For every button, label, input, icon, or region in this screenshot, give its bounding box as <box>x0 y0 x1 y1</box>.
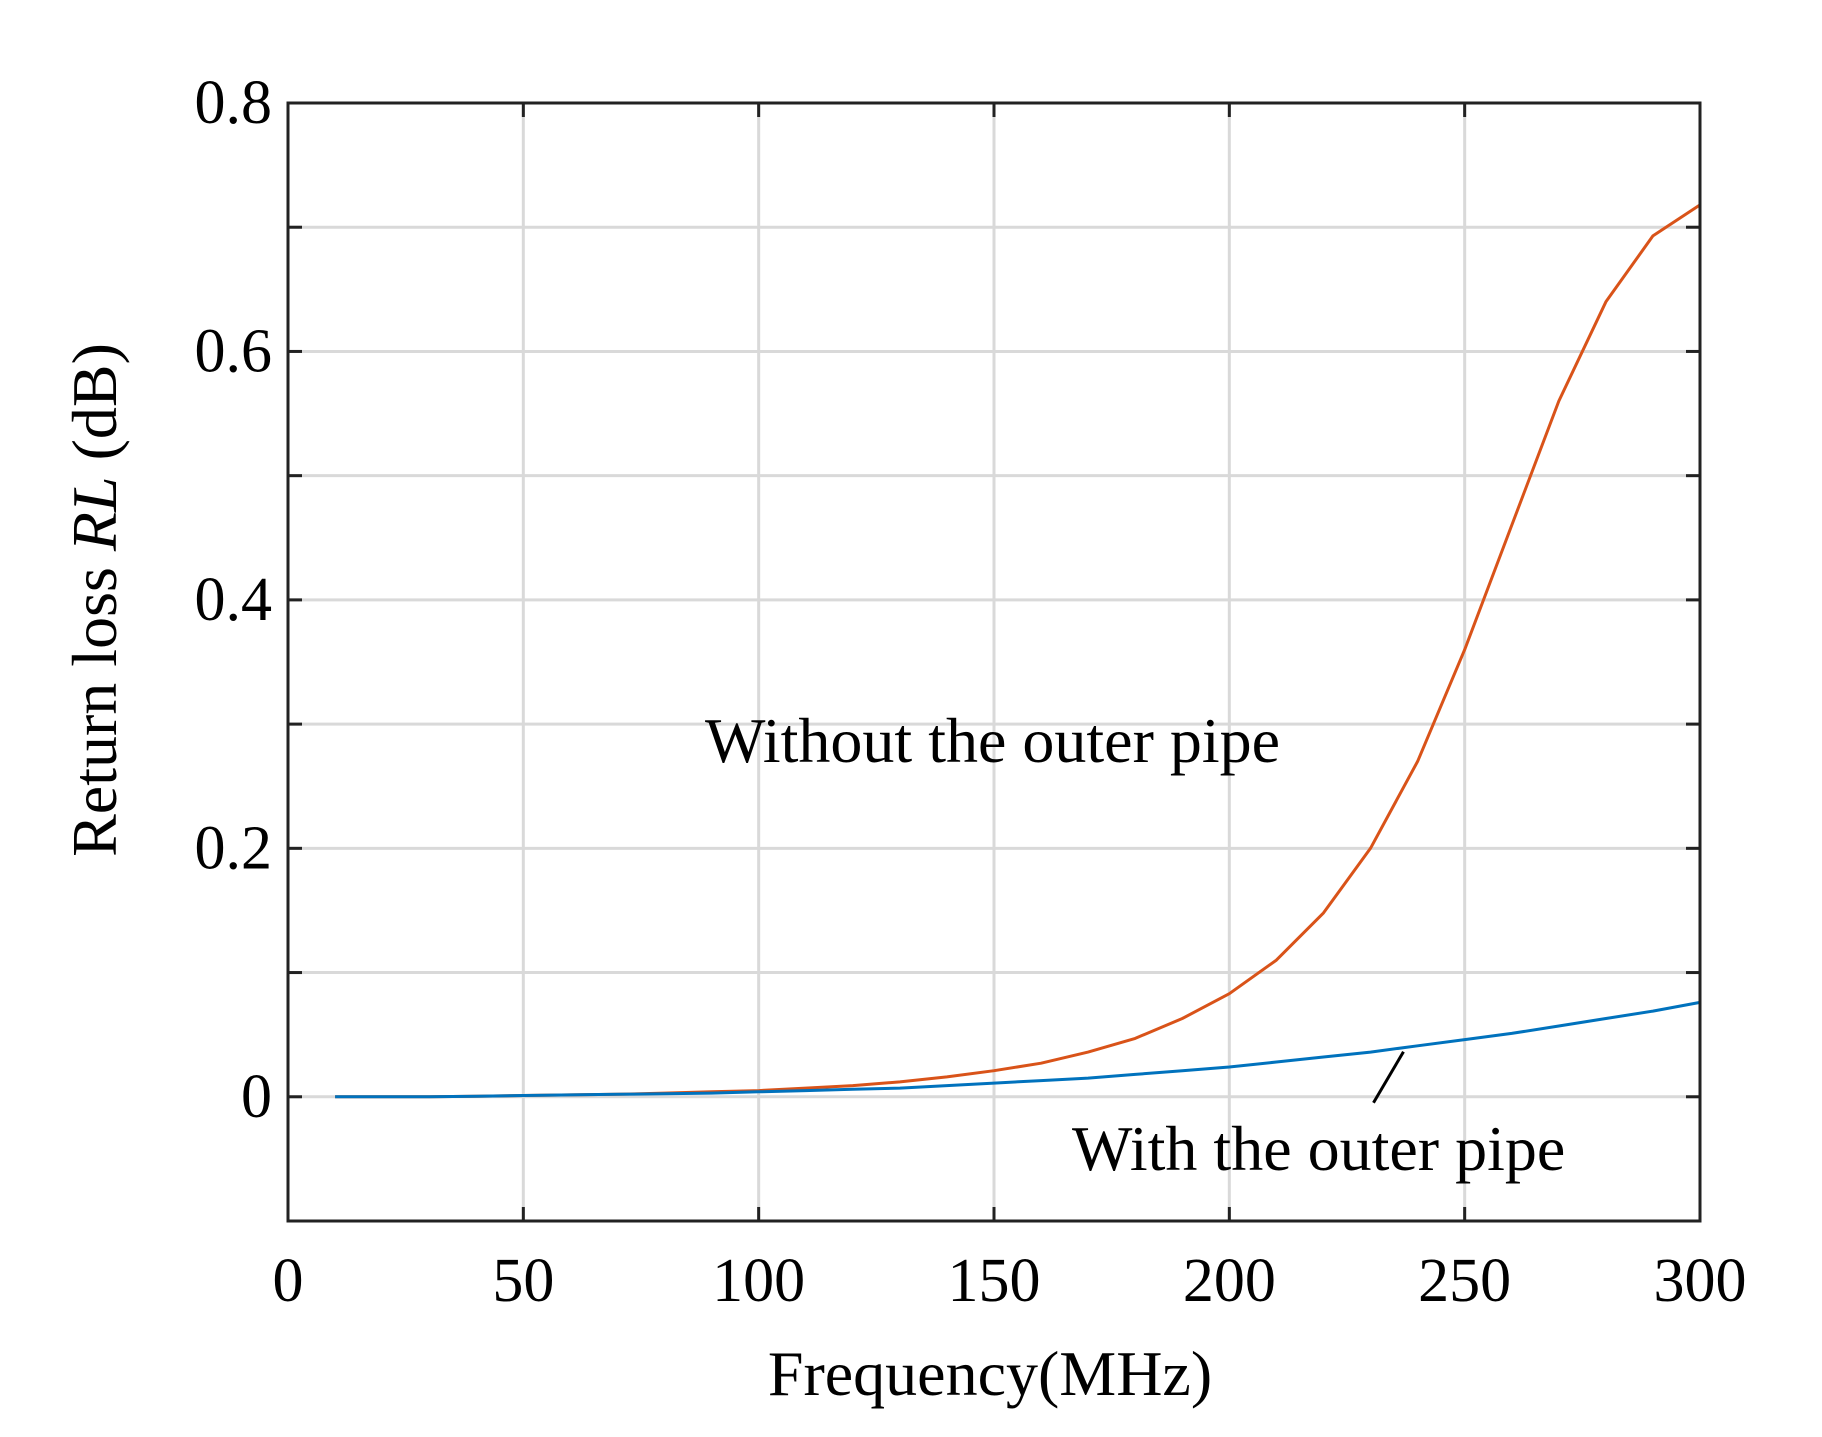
annotation-without-outer-pipe: Without the outer pipe <box>705 705 1280 776</box>
annotation-with-outer-pipe: With the outer pipe <box>1072 1113 1565 1184</box>
series-lines <box>335 203 1701 1099</box>
y-tick-label: 0 <box>241 1063 272 1131</box>
x-tick-label: 0 <box>273 1247 304 1315</box>
axis-ticks <box>286 101 1702 1223</box>
y-axis-title: Return loss RL (dB) <box>59 343 130 857</box>
x-tick-label: 250 <box>1418 1247 1511 1315</box>
x-tick-labels: 0 50 100 150 200 250 300 <box>273 1247 1747 1315</box>
x-tick-label: 200 <box>1183 1247 1276 1315</box>
grid-lines <box>288 103 1700 1221</box>
x-tick-label: 100 <box>712 1247 805 1315</box>
x-tick-label: 300 <box>1654 1247 1747 1315</box>
x-axis-title: Frequency(MHz) <box>768 1338 1212 1409</box>
y-tick-label: 0.4 <box>195 566 273 634</box>
x-tick-label: 150 <box>948 1247 1041 1315</box>
annotation-pointer-line <box>1372 1050 1405 1104</box>
y-tick-label: 0.8 <box>195 69 273 137</box>
y-axis-title-symbol: RL <box>59 476 130 552</box>
y-axis-title-prefix: Return loss <box>59 551 130 857</box>
series-line-with-outer-pipe <box>335 1000 1701 1099</box>
y-axis-title-unit: (dB) <box>59 343 130 476</box>
x-tick-label: 50 <box>492 1247 554 1315</box>
y-tick-label: 0.6 <box>195 317 273 385</box>
y-tick-labels: 0 0.2 0.4 0.6 0.8 <box>195 69 273 1131</box>
y-tick-label: 0.2 <box>195 814 273 882</box>
